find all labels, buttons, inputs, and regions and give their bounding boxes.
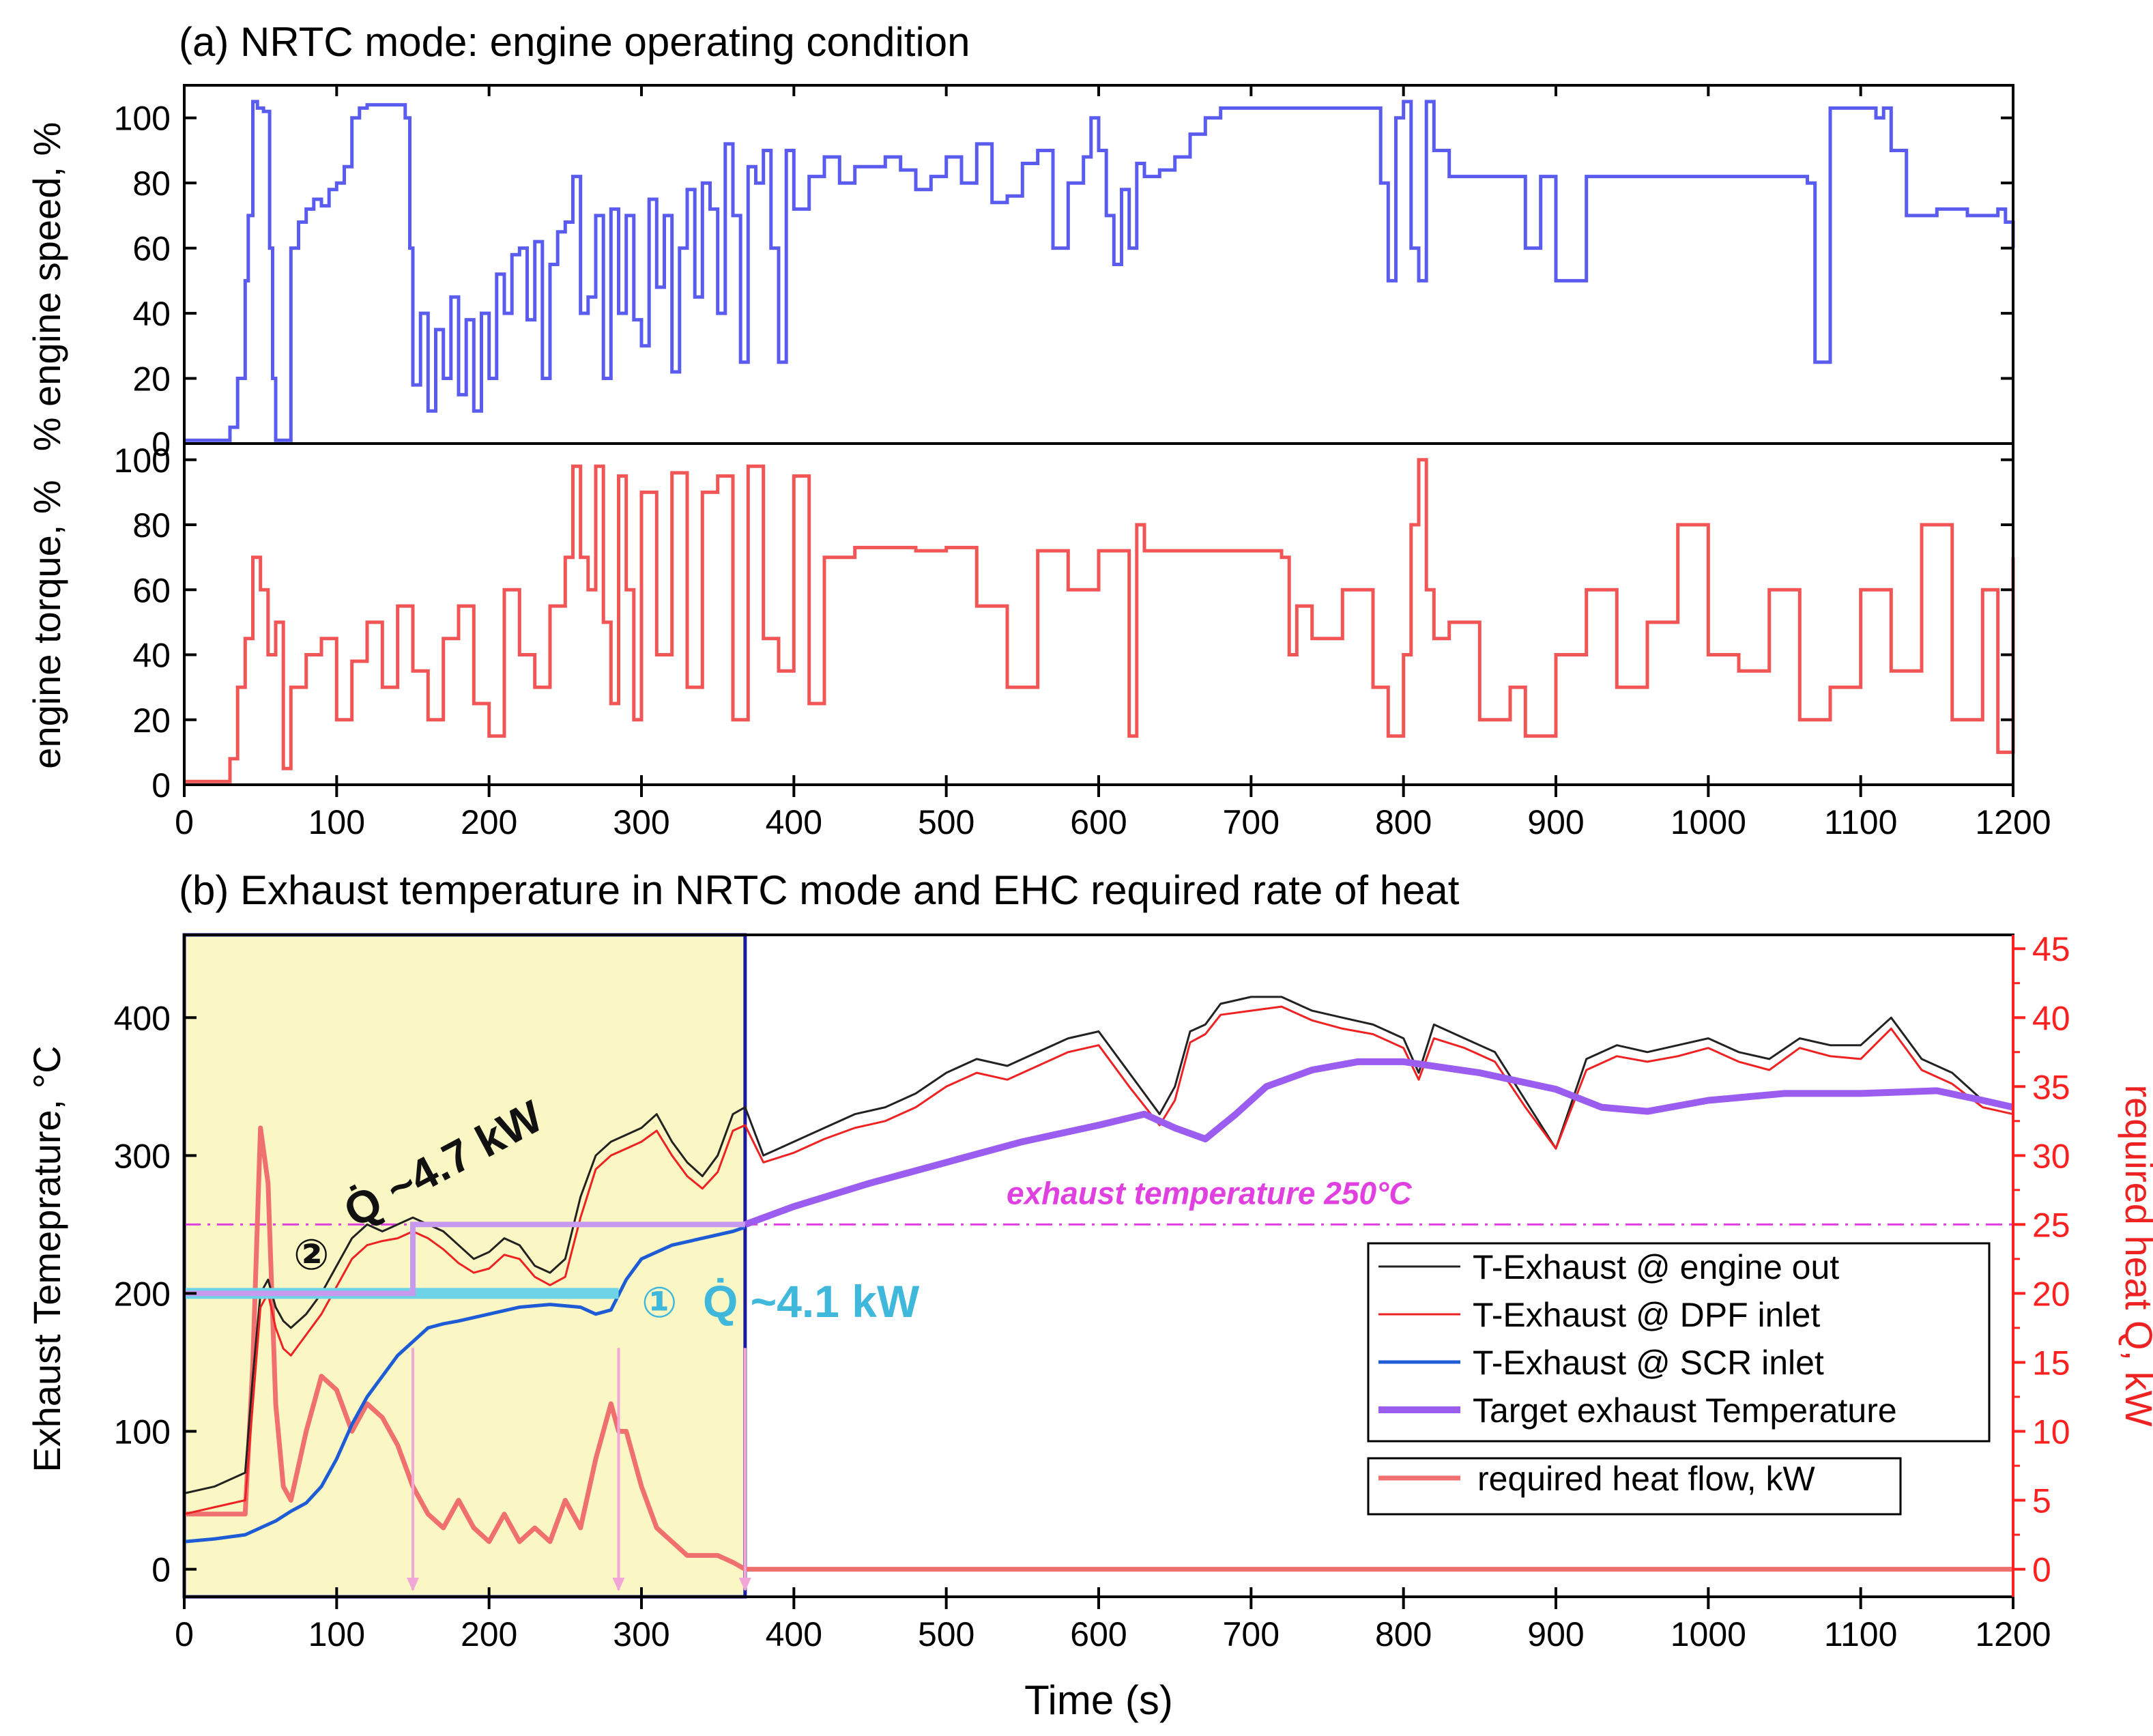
xlabel-time: Time (s) xyxy=(1024,1677,1173,1723)
y2tick-label-b: 45 xyxy=(2032,930,2070,968)
drop-arrow-1 xyxy=(612,1578,625,1591)
legend-label-2: T-Exhaust @ SCR inlet xyxy=(1473,1344,1824,1382)
xtick-label-torque: 900 xyxy=(1527,803,1584,841)
legend-label-0: T-Exhaust @ engine out xyxy=(1473,1248,1839,1286)
xtick-label-torque: 100 xyxy=(308,803,365,841)
xtick-label-torque: 300 xyxy=(613,803,669,841)
y2tick-label-b: 30 xyxy=(2032,1137,2070,1175)
ytick-label-speed: 20 xyxy=(132,360,171,399)
xtick-label-b: 600 xyxy=(1070,1615,1127,1653)
series-line-engine-torque xyxy=(184,458,2015,783)
ytick-label-torque: 60 xyxy=(132,571,171,609)
ytick-label-b: 0 xyxy=(151,1551,171,1589)
y2tick-label-b: 40 xyxy=(2032,999,2070,1037)
ytick-label-torque: 40 xyxy=(132,637,171,675)
ylabel-torque: engine torque, % xyxy=(25,480,68,768)
xtick-label-b: 400 xyxy=(766,1615,822,1653)
xtick-label-torque: 0 xyxy=(175,803,194,841)
ytick-label-speed: 0 xyxy=(151,425,171,463)
xtick-label-torque: 1200 xyxy=(1975,803,2051,841)
ytick-label-torque: 80 xyxy=(132,506,171,545)
series-line-3 xyxy=(744,1058,2014,1228)
series-line-0 xyxy=(184,996,2014,1494)
ytick-label-speed: 40 xyxy=(132,295,171,333)
ytick-label-torque: 20 xyxy=(132,701,171,740)
annotation-1-text: Q̇ ~4.1 kW xyxy=(703,1276,920,1327)
xtick-label-torque: 500 xyxy=(918,803,974,841)
ytick-label-torque: 0 xyxy=(151,766,171,805)
legend: T-Exhaust @ engine out T-Exhaust @ DPF in… xyxy=(1367,1242,1991,1516)
xtick-label-b: 700 xyxy=(1223,1615,1280,1653)
ytick-label-speed: 100 xyxy=(114,100,171,138)
y2tick-label-b: 0 xyxy=(2032,1551,2051,1589)
ytick-label-b: 400 xyxy=(114,999,171,1037)
xtick-label-torque: 1100 xyxy=(1824,803,1898,841)
series-line-2 xyxy=(184,1226,746,1544)
annotation-1-marker: ① xyxy=(641,1279,678,1327)
xtick-label-torque: 800 xyxy=(1375,803,1432,841)
xtick-label-b: 1000 xyxy=(1671,1615,1746,1653)
ylabel-exhaust: Exhaust Temeprature, °C xyxy=(25,1045,68,1472)
ytick-label-b: 100 xyxy=(114,1413,171,1451)
ytick-label-speed: 80 xyxy=(132,164,171,203)
ylabel-speed: % engine speed, % xyxy=(25,122,68,452)
drop-arrow-2 xyxy=(738,1578,751,1591)
ytick-label-b: 200 xyxy=(114,1275,171,1313)
xtick-label-b: 200 xyxy=(461,1615,517,1653)
legend-label-4: required heat flow, kW xyxy=(1477,1460,1815,1498)
panel-b-title: (b) Exhaust temperature in NRTC mode and… xyxy=(179,867,1460,913)
panel-a-title: (a) NRTC mode: engine operating conditio… xyxy=(179,19,970,65)
series-line-4 xyxy=(184,1125,2013,1572)
ytick-label-speed: 60 xyxy=(132,230,171,268)
series-line-1 xyxy=(184,1005,2014,1516)
reference-line-label: exhaust temperature 250°C xyxy=(1007,1175,1412,1211)
legend-label-1: T-Exhaust @ DPF inlet xyxy=(1473,1296,1820,1334)
xtick-label-b: 1100 xyxy=(1824,1615,1898,1653)
xtick-label-torque: 400 xyxy=(766,803,822,841)
ylabel-heat: required heat Q, kW xyxy=(2118,1084,2153,1426)
legend-box-main xyxy=(1367,1242,1991,1443)
legend-label-3: Target exhaust Temperature xyxy=(1473,1391,1897,1430)
step-4.7kw-level xyxy=(184,1221,745,1297)
legend-box-heat xyxy=(1367,1457,1902,1516)
y2tick-label-b: 35 xyxy=(2032,1068,2070,1106)
xtick-label-b: 0 xyxy=(175,1615,194,1653)
annotation-2-marker: ② xyxy=(293,1232,330,1279)
xtick-label-torque: 1000 xyxy=(1671,803,1746,841)
drop-arrow-0 xyxy=(407,1578,419,1591)
series-line-engine-speed xyxy=(184,100,2015,442)
xtick-label-b: 900 xyxy=(1527,1615,1584,1653)
xtick-label-b: 300 xyxy=(613,1615,669,1653)
xtick-label-b: 1200 xyxy=(1975,1615,2051,1653)
xtick-label-torque: 600 xyxy=(1070,803,1127,841)
xtick-label-torque: 200 xyxy=(461,803,517,841)
y2tick-label-b: 25 xyxy=(2032,1206,2070,1244)
y2tick-label-b: 20 xyxy=(2032,1275,2070,1313)
ytick-label-b: 300 xyxy=(114,1137,171,1175)
y2tick-label-b: 10 xyxy=(2032,1413,2070,1451)
xtick-label-b: 800 xyxy=(1375,1615,1432,1653)
xtick-label-b: 100 xyxy=(308,1615,365,1653)
xtick-label-b: 500 xyxy=(918,1615,974,1653)
ytick-label-torque: 100 xyxy=(114,442,171,480)
xtick-label-torque: 700 xyxy=(1223,803,1280,841)
y2tick-label-b: 5 xyxy=(2032,1482,2051,1520)
y2tick-label-b: 15 xyxy=(2032,1344,2070,1382)
